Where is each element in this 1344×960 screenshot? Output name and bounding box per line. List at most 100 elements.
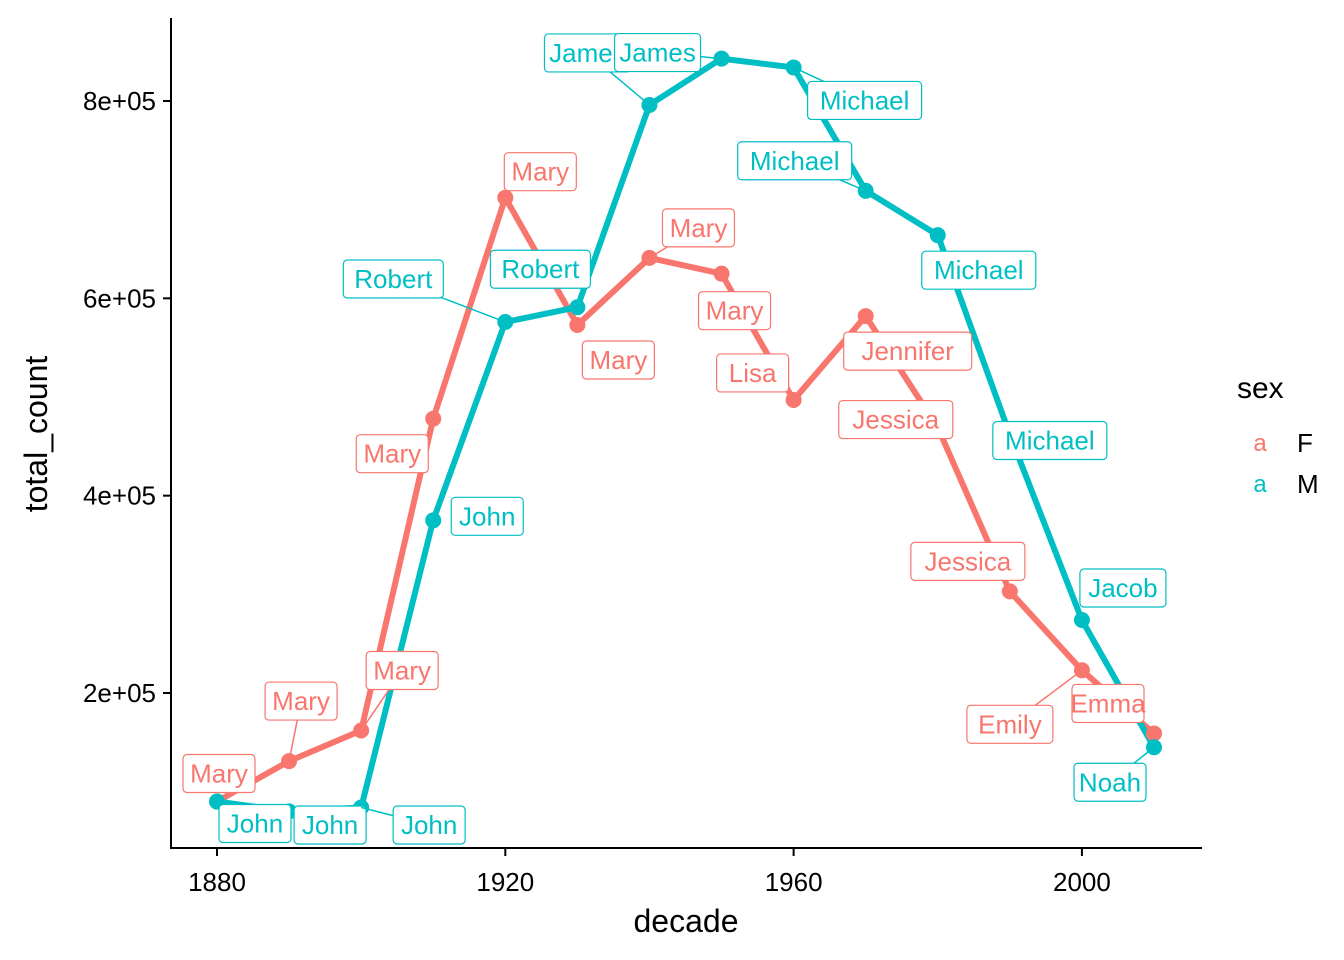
point-label: Michael xyxy=(921,250,1037,290)
label-text: James xyxy=(619,38,696,68)
label-box xyxy=(182,753,256,794)
label-box xyxy=(992,420,1108,461)
point-label: Mary xyxy=(355,434,429,474)
label-box xyxy=(218,803,292,844)
label-box xyxy=(503,152,577,192)
y-tick-label: 8e+05 xyxy=(83,86,156,116)
plot-area: Mary Mary Mary Mary Mary Mary Mary Mary Lisa Jenn… xyxy=(182,32,1167,845)
label-box xyxy=(843,331,973,371)
point-label: James xyxy=(543,33,650,106)
data-point xyxy=(425,410,442,427)
legend-title: sex xyxy=(1237,372,1284,405)
point-label: Robert xyxy=(489,249,591,289)
label-text: Emma xyxy=(1070,688,1146,718)
legend-key: a xyxy=(1253,430,1267,457)
data-point xyxy=(857,308,874,325)
data-point xyxy=(1146,725,1162,742)
label-box xyxy=(838,399,954,440)
label-text: Jessica xyxy=(924,546,1011,576)
x-tick-label: 1920 xyxy=(476,867,534,897)
label-text: John xyxy=(302,810,358,840)
legend-entries: a Fa M xyxy=(1253,428,1318,499)
label-text: Mary xyxy=(373,655,431,685)
legend-key: a xyxy=(1253,471,1267,498)
point-label: Emily xyxy=(966,669,1083,744)
point-label: Jacob xyxy=(1079,568,1167,608)
y-axis-title: total_count xyxy=(18,356,54,513)
label-text: Michael xyxy=(934,255,1024,285)
series-line-M xyxy=(216,55,1157,815)
label-text: Lisa xyxy=(729,358,777,388)
label-box xyxy=(1073,762,1147,802)
label-box xyxy=(697,291,772,331)
point-label: John xyxy=(360,805,466,845)
label-text: Mary xyxy=(190,759,248,789)
label-box xyxy=(489,249,591,289)
y-tick-label: 2e+05 xyxy=(83,678,156,708)
label-text: Mary xyxy=(706,296,764,326)
point-label: Michael xyxy=(793,66,923,121)
label-box xyxy=(342,259,444,299)
x-ticks: 1880 1920 1960 2000 xyxy=(188,848,1111,897)
label-text: Noah xyxy=(1079,767,1141,797)
point-label: Mary xyxy=(649,208,736,259)
label-box xyxy=(264,681,338,721)
label-text: Jessica xyxy=(852,405,939,435)
point-label: Mary xyxy=(581,340,655,380)
label-box xyxy=(716,353,790,393)
label-text: John xyxy=(227,809,283,839)
point-label: James xyxy=(613,32,722,73)
point-label: John xyxy=(293,805,367,845)
label-box xyxy=(807,80,923,121)
label-box xyxy=(921,250,1037,290)
point-label: Jessica xyxy=(910,541,1026,581)
point-label: Mary xyxy=(697,291,772,331)
point-labels: Mary Mary Mary Mary Mary Mary Mary Mary Lisa Jenn… xyxy=(182,32,1167,845)
axes: 1880 1920 1960 2000 2e+05 4e+05 6e+05 8e+05 xyxy=(83,18,1202,897)
point-label: Emma xyxy=(1070,683,1146,724)
label-text: Jennifer xyxy=(861,336,954,366)
point-label: Mary xyxy=(360,650,439,731)
point-label: Mary xyxy=(264,681,338,762)
label-text: John xyxy=(401,810,457,840)
x-tick-label: 1960 xyxy=(765,867,823,897)
data-point xyxy=(569,316,586,333)
point-label: Michael xyxy=(992,420,1108,461)
label-text: Jacob xyxy=(1088,573,1157,603)
label-text: James xyxy=(549,38,626,68)
label-text: Mary xyxy=(363,439,421,469)
label-box xyxy=(355,434,429,474)
data-point xyxy=(1001,583,1018,600)
point-label: Jennifer xyxy=(843,331,973,371)
point-label: Jessica xyxy=(838,399,954,440)
y-tick-label: 6e+05 xyxy=(83,283,156,313)
data-point xyxy=(785,391,802,408)
data-point xyxy=(1073,611,1090,628)
point-label: John xyxy=(450,496,524,536)
x-axis-title: decade xyxy=(634,903,739,939)
label-box xyxy=(1079,568,1167,608)
legend-label: M xyxy=(1297,469,1319,499)
point-label: Lisa xyxy=(716,353,790,393)
label-text: Robert xyxy=(501,254,580,284)
point-label: Mary xyxy=(503,152,577,192)
label-box xyxy=(293,805,367,845)
label-box xyxy=(450,496,524,536)
label-text: Emily xyxy=(978,709,1042,739)
label-text: Robert xyxy=(354,264,433,294)
label-text: Mary xyxy=(589,345,647,375)
data-point xyxy=(929,227,946,244)
point-label: Michael xyxy=(737,141,866,192)
legend: sex a Fa M xyxy=(1237,372,1319,499)
label-text: Mary xyxy=(272,686,330,716)
point-label: Mary xyxy=(182,753,256,794)
data-point xyxy=(713,265,730,282)
legend-label: F xyxy=(1297,428,1313,458)
label-box xyxy=(966,704,1054,744)
label-box xyxy=(661,208,736,248)
data-point xyxy=(569,299,586,316)
data-point xyxy=(425,512,442,529)
label-text: Michael xyxy=(750,146,840,176)
label-text: John xyxy=(459,501,515,531)
